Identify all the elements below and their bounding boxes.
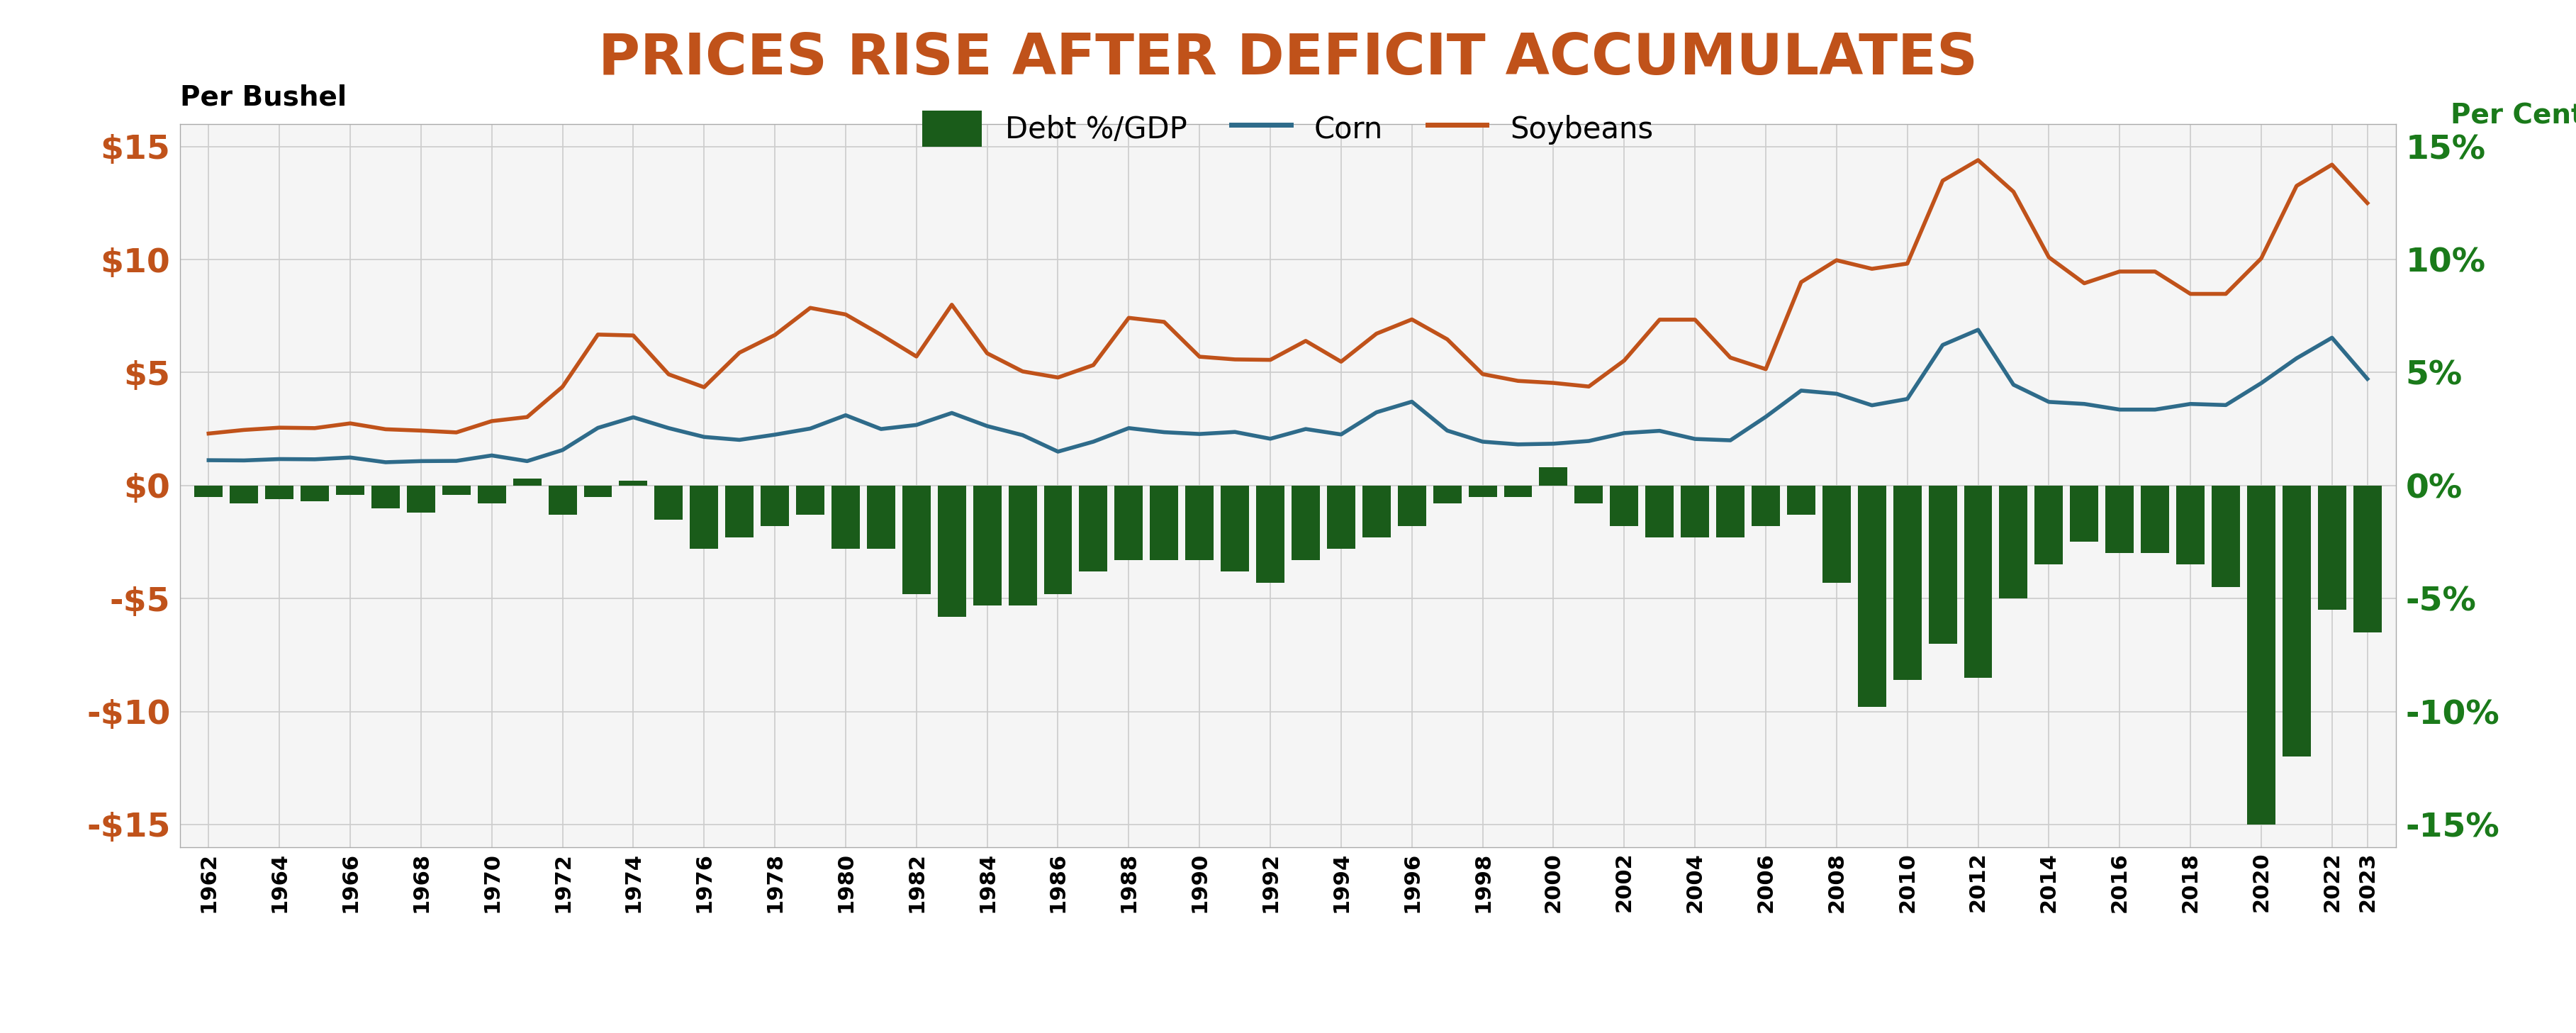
Soybeans — [618, 330, 649, 342]
Bar — [1999, 486, 2027, 598]
Bar — [265, 486, 294, 499]
Corn — [404, 455, 435, 467]
Bar — [1963, 486, 1991, 678]
Soybeans — [1255, 353, 1285, 366]
Corn — [2352, 373, 2383, 385]
Bar — [193, 486, 222, 497]
Bar — [1185, 486, 1213, 560]
Bar — [2141, 486, 2169, 554]
Bar — [1716, 486, 1744, 537]
Bar — [2282, 486, 2311, 756]
Bar — [443, 486, 471, 495]
Bar — [902, 486, 930, 594]
Bar — [1574, 486, 1602, 503]
Bar — [549, 486, 577, 514]
Bar — [1646, 486, 1674, 537]
Bar — [1115, 486, 1144, 560]
Bar — [1363, 486, 1391, 537]
Corn — [796, 422, 827, 435]
Bar — [1680, 486, 1708, 537]
Line: Corn: Corn — [209, 330, 2367, 462]
Bar — [832, 486, 860, 549]
Bar — [1007, 486, 1036, 605]
Bar — [2071, 486, 2099, 542]
Bar — [1610, 486, 1638, 526]
Bar — [760, 486, 788, 526]
Bar — [407, 486, 435, 512]
Bar — [868, 486, 896, 549]
Soybeans — [371, 424, 402, 436]
Bar — [301, 486, 330, 501]
Bar — [654, 486, 683, 520]
Bar — [2177, 486, 2205, 565]
Soybeans — [193, 428, 224, 440]
Soybeans — [2352, 197, 2383, 210]
Text: Per Bushel: Per Bushel — [180, 85, 348, 112]
Y-axis label: Per Cent: Per Cent — [2450, 102, 2576, 129]
Text: PRICES RISE AFTER DEFICIT ACCUMULATES: PRICES RISE AFTER DEFICIT ACCUMULATES — [598, 31, 1978, 87]
Bar — [477, 486, 505, 503]
Bar — [1327, 486, 1355, 549]
Bar — [618, 481, 647, 486]
Bar — [1857, 486, 1886, 707]
Bar — [1821, 486, 1850, 583]
Corn — [1291, 422, 1321, 435]
Bar — [1079, 486, 1108, 571]
Soybeans — [2105, 265, 2136, 278]
Bar — [1468, 486, 1497, 497]
Bar — [2246, 486, 2275, 824]
Bar — [974, 486, 1002, 605]
Bar — [1540, 467, 1569, 486]
Bar — [796, 486, 824, 514]
Bar — [2035, 486, 2063, 565]
Bar — [2318, 486, 2347, 609]
Corn — [654, 421, 685, 434]
Bar — [335, 486, 363, 495]
Bar — [2105, 486, 2133, 554]
Bar — [1893, 486, 1922, 680]
Bar — [726, 486, 755, 537]
Soybeans — [1963, 154, 1994, 166]
Bar — [1399, 486, 1427, 526]
Bar — [1221, 486, 1249, 571]
Bar — [1043, 486, 1072, 594]
Bar — [229, 486, 258, 503]
Bar — [1929, 486, 1958, 644]
Soybeans — [760, 328, 791, 341]
Bar — [585, 486, 613, 497]
Line: Soybeans: Soybeans — [209, 160, 2367, 434]
Bar — [690, 486, 719, 549]
Corn — [193, 455, 224, 467]
Corn — [2141, 403, 2172, 415]
Bar — [1149, 486, 1177, 560]
Corn — [371, 456, 402, 468]
Bar — [1257, 486, 1285, 583]
Bar — [938, 486, 966, 617]
Bar — [1752, 486, 1780, 526]
Bar — [1504, 486, 1533, 497]
Legend: Debt %/GDP, Corn, Soybeans: Debt %/GDP, Corn, Soybeans — [912, 99, 1664, 159]
Bar — [1291, 486, 1319, 560]
Corn — [1963, 323, 1994, 336]
Bar — [2213, 486, 2241, 587]
Bar — [371, 486, 399, 508]
Bar — [513, 478, 541, 486]
Bar — [1432, 486, 1461, 503]
Soybeans — [1502, 375, 1533, 387]
Corn — [1538, 438, 1569, 450]
Bar — [1788, 486, 1816, 514]
Bar — [2354, 486, 2383, 632]
